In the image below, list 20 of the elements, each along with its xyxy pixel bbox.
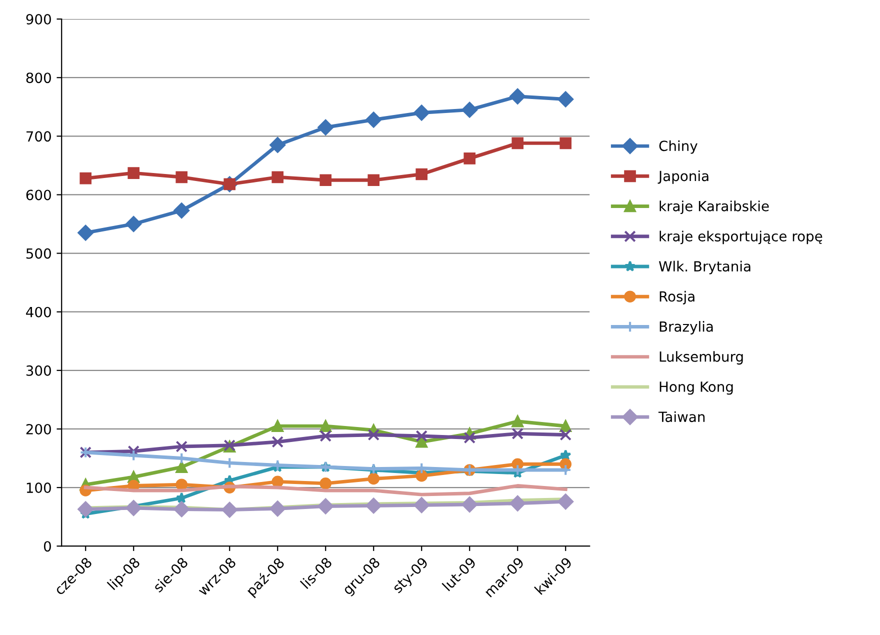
y-tick-label: 600 [26, 190, 51, 200]
legend-label: Wlk. Brytania [658, 260, 750, 274]
y-tick-label: 700 [26, 131, 51, 142]
y-tick-label: 300 [26, 365, 51, 376]
legend-label: Brazylia [660, 321, 713, 334]
y-tick-label: 0 [44, 541, 51, 552]
y-tick-label: 100 [26, 482, 51, 494]
legend-label: Luksemburg [660, 351, 743, 365]
legend-label: Japonia [658, 170, 708, 184]
legend-label: Taiwan [658, 411, 705, 422]
y-tick-label: 800 [26, 72, 51, 84]
legend-label: kraje eksportujące ropę [660, 230, 822, 244]
y-tick-label: 200 [26, 424, 51, 434]
y-tick-label: 400 [26, 306, 51, 318]
y-tick-label: 900 [26, 14, 51, 25]
legend-label: Hong Kong [660, 382, 733, 395]
legend-label: Chiny [659, 140, 698, 154]
legend-label: kraje Karaibskie [660, 200, 769, 214]
y-tick-label: 500 [26, 248, 51, 259]
legend-label: Rosja [660, 290, 694, 304]
